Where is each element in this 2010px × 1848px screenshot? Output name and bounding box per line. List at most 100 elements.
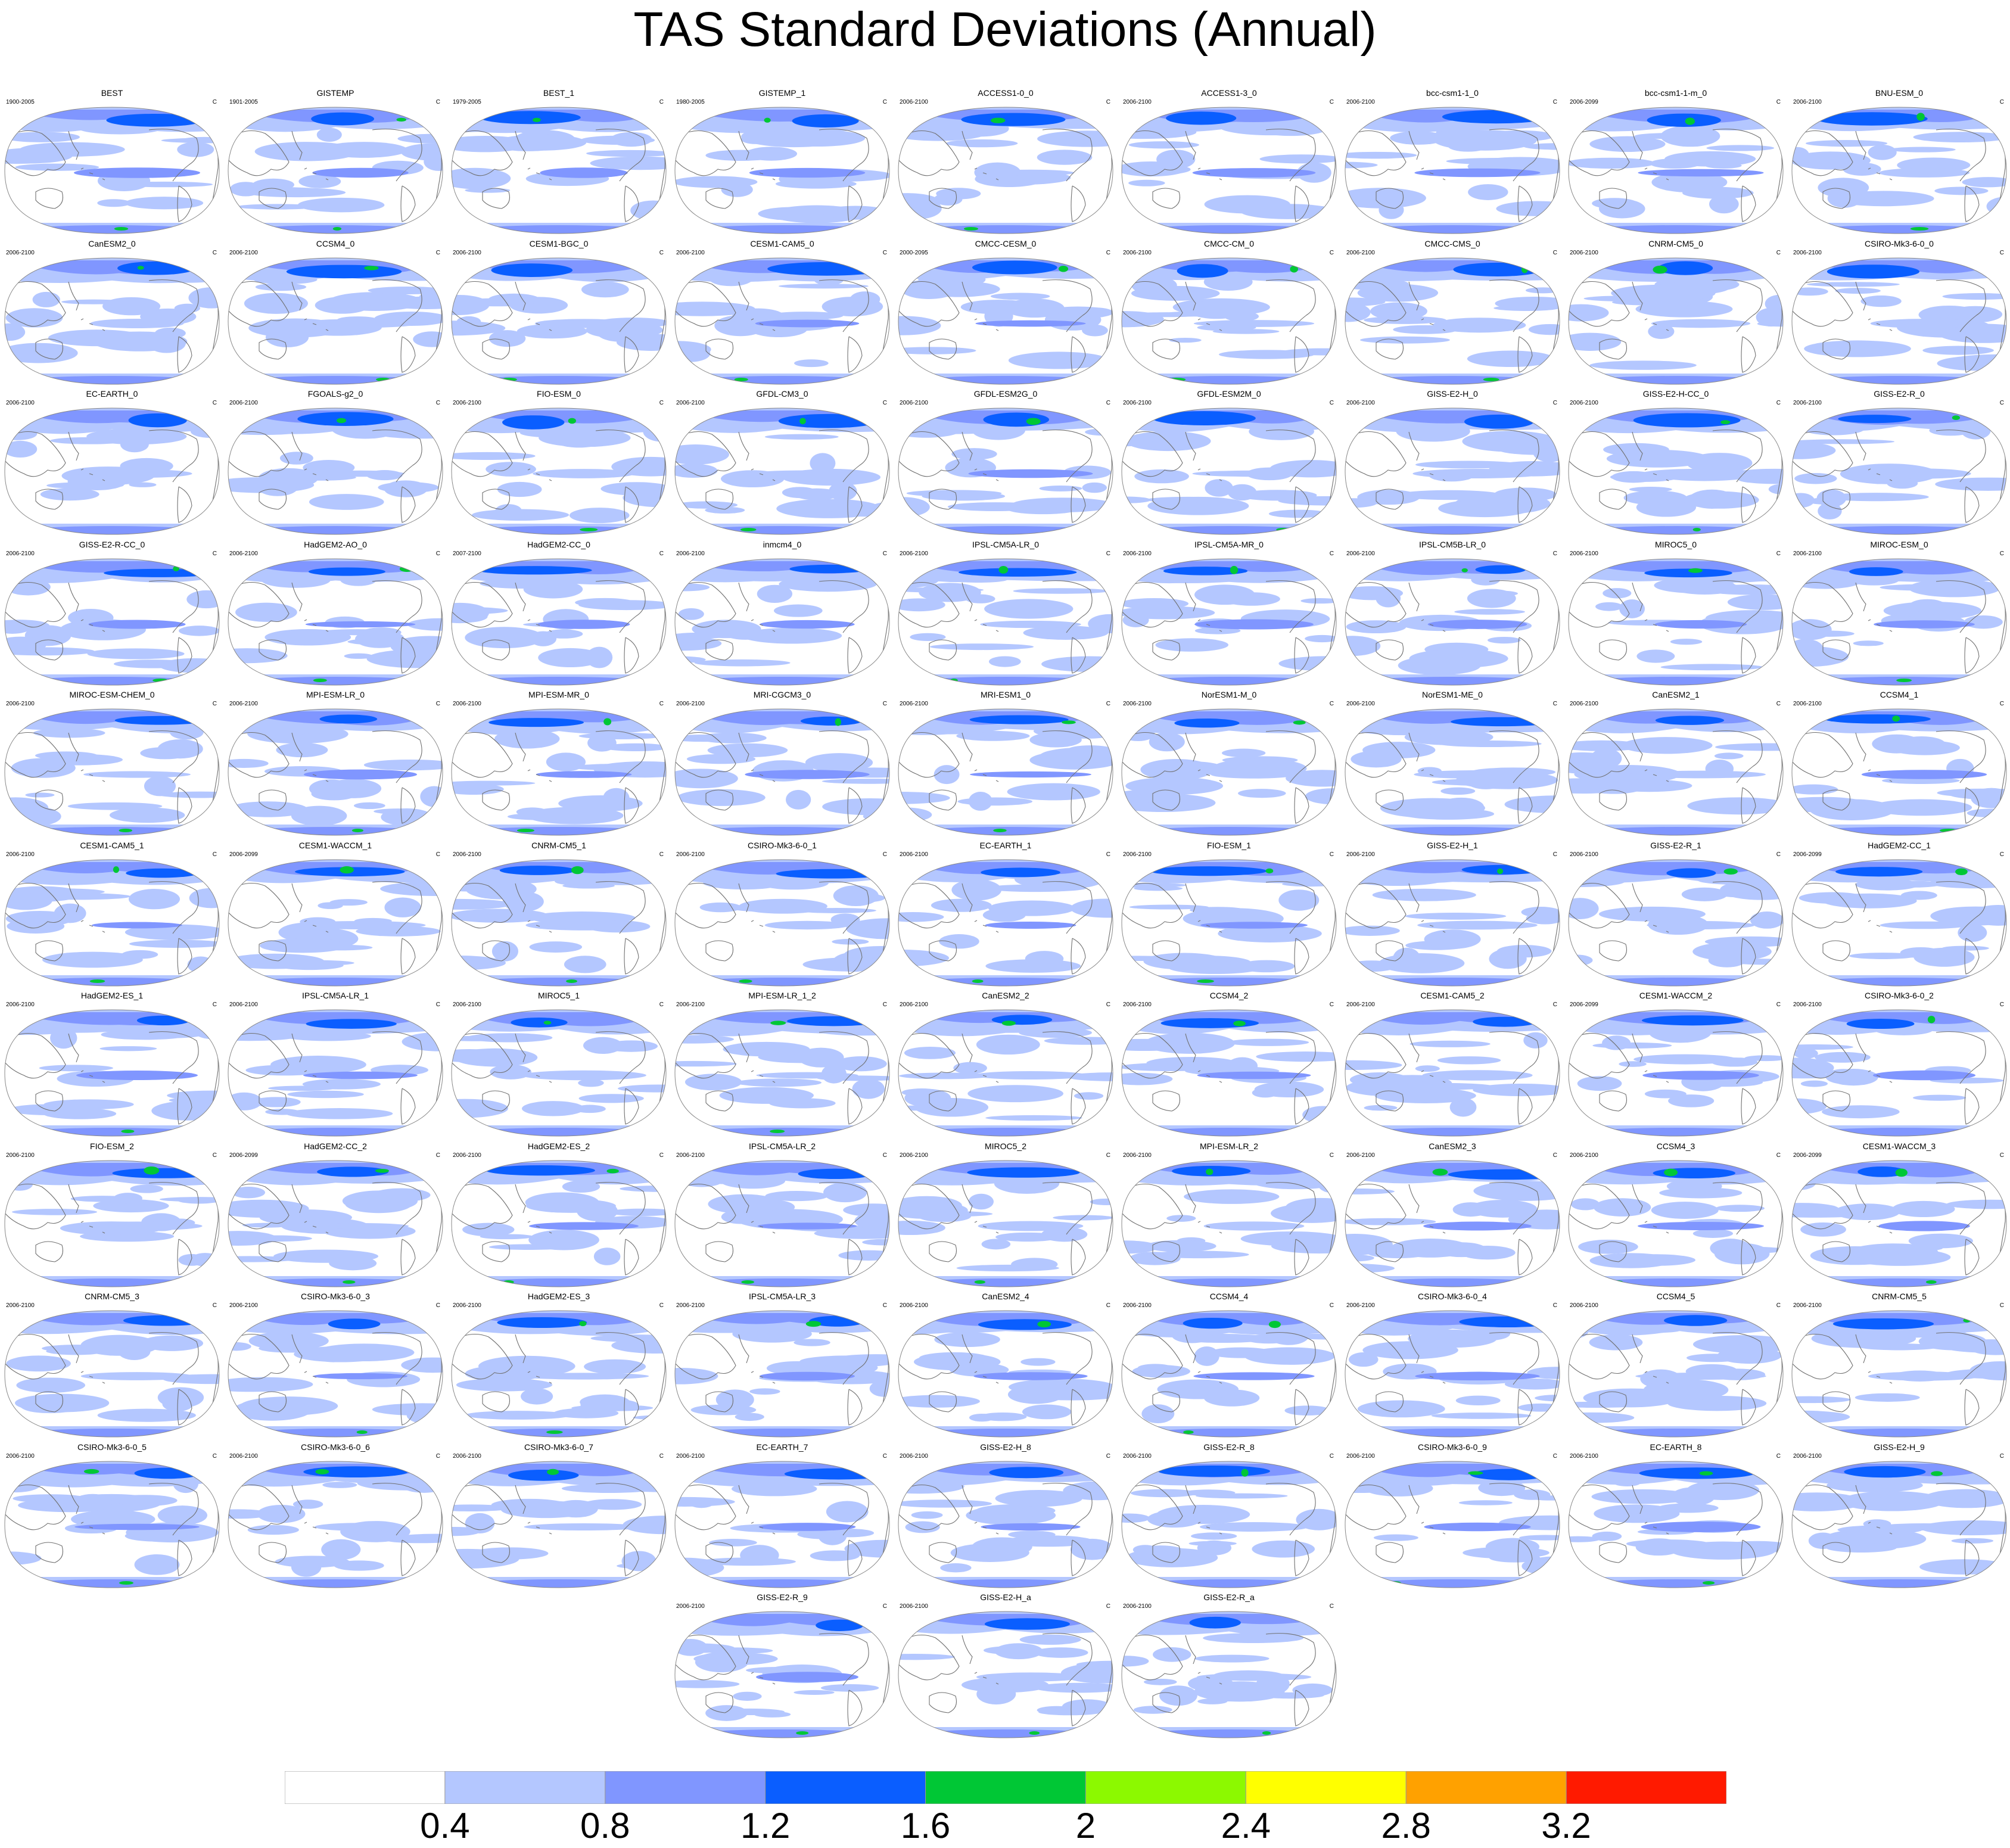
panel-period: 2006-2100 [1570,1302,1598,1309]
world-map [1791,1159,2007,1287]
panel-unit: C [659,99,664,105]
page-title: TAS Standard Deviations (Annual) [633,2,1377,57]
map-panel: GISS-E2-R_8 2006-2100 C [1117,1442,1341,1592]
panel-title: CSIRO-Mk3-6-0_0 [1865,238,1934,248]
map-panel: HadGEM2-CC_0 2007-2100 C [447,540,671,690]
panel-unit: C [1999,1452,2004,1460]
panel-title: HadGEM2-ES_1 [80,991,144,1000]
panel-period: 2006-2100 [1123,1302,1152,1309]
panel-title: GISS-E2-R_a [1203,1592,1255,1602]
panel-period: 2006-2100 [1793,701,1822,707]
map-panel: EC-EARTH_8 2006-2100 C [1564,1442,1788,1592]
panel-period: 2006-2100 [453,249,481,256]
world-map [228,558,443,686]
panel-period: 2006-2100 [676,1603,705,1610]
panel-period: 2006-2100 [1346,701,1375,707]
panel-title: MPI-ESM-MR_0 [528,690,589,699]
world-map [4,558,220,686]
panel-period: 2000-2095 [900,249,928,256]
panel-period: 2006-2100 [1570,1152,1598,1159]
panel-title: MPI-ESM-LR_1_2 [748,991,816,1000]
colorbar-swatch [1566,1771,1726,1804]
map-panel: CESM1-CAM5_2 2006-2100 C [1340,991,1564,1141]
map-panel: CESM1-WACCM_1 2006-2099 C [223,841,447,991]
map-panel: MRI-CGCM3_0 2006-2100 C [670,690,894,840]
panel-title: CNRM-CM5_1 [531,840,586,850]
world-map [1568,1310,1784,1438]
world-map [898,708,1113,836]
panel-unit: C [1329,550,1334,557]
world-map [228,1159,443,1287]
map-panel: CNRM-CM5_5 2006-2100 C [1787,1292,2010,1442]
panel-unit: C [1999,1302,2004,1309]
panel-period: 2006-2100 [676,249,705,256]
colorbar-swatch [1245,1771,1407,1804]
panel-title: GISS-E2-H-CC_0 [1642,389,1709,399]
panel-title: CanESM2_2 [982,991,1029,1000]
panel-unit: C [1329,701,1334,707]
panel-period: 2006-2100 [6,1302,35,1309]
panel-title: CSIRO-Mk3-6-0_5 [77,1442,147,1452]
panel-unit: C [1999,550,2004,557]
world-map [898,1159,1113,1287]
colorbar-swatch [1405,1771,1567,1804]
panel-title: CSIRO-Mk3-6-0_1 [748,840,817,850]
panel-period: 2006-2100 [900,1302,928,1309]
panel-title: CESM1-CAM5_2 [1420,991,1485,1000]
panel-title: inmcm4_0 [763,539,802,549]
panel-period: 2006-2100 [676,550,705,557]
map-panel: GFDL-CM3_0 2006-2100 C [670,389,894,539]
world-map [1791,1460,2007,1588]
colorbar-tick-label: 1.2 [740,1806,791,1846]
panel-title: EC-EARTH_0 [86,389,138,399]
panel-period: 2006-2100 [1346,1152,1375,1159]
panel-title: BEST [101,88,123,98]
world-map [898,1009,1113,1137]
panel-unit: C [1776,701,1781,707]
world-map [674,858,890,987]
panel-title: ACCESS1-0_0 [978,88,1034,98]
panel-unit: C [882,99,887,105]
panel-unit: C [435,1001,440,1008]
world-map [1791,257,2007,385]
map-panel: EC-EARTH_7 2006-2100 C [670,1442,894,1592]
world-map [898,257,1113,385]
world-map [1791,1009,2007,1137]
world-map [4,1159,220,1287]
world-map [1121,257,1337,385]
world-map [451,708,667,836]
panel-period: 2006-2100 [1123,1603,1152,1610]
panel-unit: C [659,1452,664,1460]
panel-title: MRI-ESM1_0 [980,690,1031,699]
panel-title: GISS-E2-R_8 [1203,1442,1255,1452]
panel-period: 2006-2100 [6,701,35,707]
world-map [451,1310,667,1438]
map-panel: NorESM1-ME_0 2006-2100 C [1340,690,1564,840]
map-panel: CSIRO-Mk3-6-0_1 2006-2100 C [670,841,894,991]
panel-unit: C [1776,1001,1781,1008]
panel-title: CanESM2_4 [982,1292,1029,1301]
map-panel: BEST_1 1979-2005 C [447,88,671,238]
map-panel: ACCESS1-3_0 2006-2100 C [1117,88,1341,238]
panel-unit: C [435,851,440,858]
panel-period: 2006-2100 [900,1001,928,1008]
panel-unit: C [212,550,217,557]
panel-title: CCSM4_4 [1209,1292,1249,1301]
panel-period: 2006-2100 [1123,550,1152,557]
world-map [228,407,443,535]
panel-period: 2006-2100 [900,400,928,406]
panel-title: CCSM4_1 [1880,690,1919,699]
world-map [1568,107,1784,234]
world-map [1791,708,2007,836]
panel-title: CESM1-CAM5_1 [80,840,144,850]
map-panel: CSIRO-Mk3-6-0_4 2006-2100 C [1340,1292,1564,1442]
world-map [4,1460,220,1588]
panel-period: 2007-2100 [453,550,481,557]
panel-title: CCSM4_2 [1209,991,1249,1000]
panel-period: 2006-2099 [1793,1152,1822,1159]
panel-period: 2006-2100 [453,851,481,858]
map-panel: HadGEM2-CC_1 2006-2099 C [1787,841,2010,991]
panel-unit: C [659,550,664,557]
world-map [1345,1159,1560,1287]
world-map [898,1310,1113,1438]
